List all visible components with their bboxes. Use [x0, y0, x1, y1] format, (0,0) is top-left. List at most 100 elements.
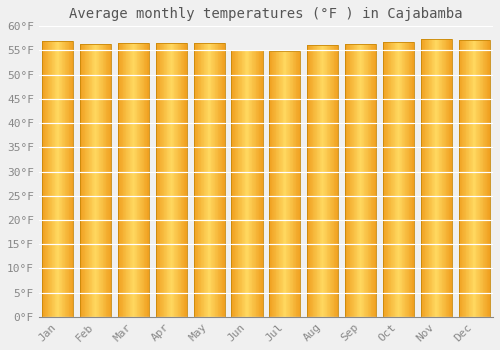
Bar — [247, 49, 248, 317]
Bar — [182, 43, 183, 317]
Bar — [239, 49, 240, 317]
Bar — [272, 51, 273, 317]
Bar — [426, 39, 427, 317]
Bar — [328, 45, 329, 317]
Bar — [400, 42, 402, 317]
Bar — [311, 45, 312, 317]
Bar — [108, 44, 109, 317]
Bar — [350, 44, 352, 317]
Bar — [291, 51, 292, 317]
Bar — [223, 43, 224, 317]
Bar — [368, 44, 369, 317]
Bar — [172, 43, 173, 317]
Bar — [42, 41, 43, 317]
Bar — [488, 40, 489, 317]
Bar — [423, 39, 424, 317]
Bar — [310, 45, 311, 317]
Bar — [458, 40, 460, 317]
Bar — [234, 49, 236, 317]
Bar — [255, 49, 256, 317]
Bar — [206, 43, 207, 317]
Bar — [164, 43, 165, 317]
Bar — [219, 43, 220, 317]
Bar — [175, 43, 176, 317]
Bar — [275, 51, 276, 317]
Bar — [412, 42, 413, 317]
Bar — [212, 43, 213, 317]
Bar — [170, 43, 172, 317]
Bar — [358, 44, 359, 317]
Bar — [232, 49, 233, 317]
Bar — [442, 39, 444, 317]
Bar — [486, 40, 488, 317]
Bar — [253, 49, 254, 317]
Bar — [359, 44, 360, 317]
Bar — [411, 42, 412, 317]
Bar — [410, 42, 411, 317]
Bar — [217, 43, 218, 317]
Bar — [407, 42, 408, 317]
Bar — [296, 51, 298, 317]
Bar — [174, 43, 175, 317]
Bar — [369, 44, 370, 317]
Bar — [468, 40, 469, 317]
Bar — [47, 41, 48, 317]
Bar — [198, 43, 199, 317]
Bar — [282, 51, 284, 317]
Bar — [238, 49, 239, 317]
Bar — [325, 45, 326, 317]
Bar — [80, 44, 111, 317]
Bar — [326, 45, 328, 317]
Bar — [321, 45, 322, 317]
Bar — [345, 44, 376, 317]
Bar — [318, 45, 319, 317]
Bar — [244, 49, 246, 317]
Bar — [290, 51, 291, 317]
Bar — [388, 42, 389, 317]
Bar — [122, 43, 124, 317]
Bar — [372, 44, 373, 317]
Bar — [462, 40, 464, 317]
Bar — [438, 39, 440, 317]
Bar — [288, 51, 290, 317]
Bar — [194, 43, 195, 317]
Bar — [92, 44, 94, 317]
Bar — [446, 39, 447, 317]
Bar — [465, 40, 466, 317]
Bar — [383, 42, 414, 317]
Bar — [355, 44, 356, 317]
Bar — [404, 42, 406, 317]
Bar — [421, 39, 452, 317]
Bar — [70, 41, 71, 317]
Bar — [386, 42, 387, 317]
Bar — [322, 45, 324, 317]
Bar — [169, 43, 170, 317]
Bar — [460, 40, 461, 317]
Bar — [236, 49, 237, 317]
Bar — [46, 41, 47, 317]
Bar — [52, 41, 53, 317]
Bar — [332, 45, 333, 317]
Bar — [354, 44, 355, 317]
Bar — [142, 43, 143, 317]
Bar — [68, 41, 70, 317]
Bar — [364, 44, 365, 317]
Bar — [384, 42, 385, 317]
Bar — [50, 41, 51, 317]
Bar — [394, 42, 396, 317]
Bar — [308, 45, 310, 317]
Bar — [178, 43, 179, 317]
Bar — [397, 42, 398, 317]
Bar — [71, 41, 72, 317]
Bar — [250, 49, 251, 317]
Bar — [314, 45, 315, 317]
Bar — [135, 43, 136, 317]
Bar — [436, 39, 437, 317]
Bar — [204, 43, 206, 317]
Bar — [398, 42, 399, 317]
Bar — [162, 43, 163, 317]
Bar — [184, 43, 186, 317]
Bar — [315, 45, 316, 317]
Bar — [62, 41, 63, 317]
Bar — [370, 44, 372, 317]
